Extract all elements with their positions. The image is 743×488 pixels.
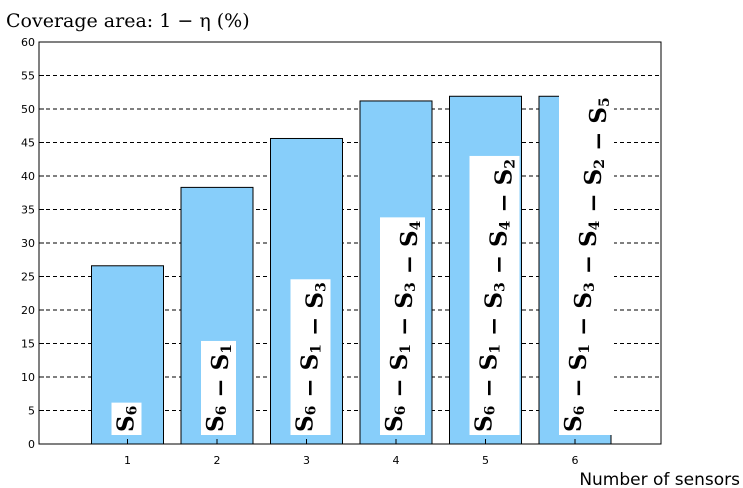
bar-label: S6 − S1 − S3 − S4 − S2 − S5 (559, 94, 614, 435)
bar-label-background (201, 340, 236, 435)
bar-label: S6 − S1 − S3 − S4 − S2 (469, 155, 520, 435)
y-tick-label: 15 (21, 338, 35, 351)
y-tick-label: 40 (21, 170, 35, 183)
bar-label-background (559, 94, 614, 435)
y-tick-label: 25 (21, 271, 35, 284)
bar-label: S6 − S1 − S3 (290, 279, 331, 435)
y-axis-ticks: 0 5 10 15 20 25 30 35 40 45 50 55 60 (21, 36, 44, 451)
bar-label-text: S6 − S1 − S3 − S4 (381, 220, 424, 432)
x-axis-title: Number of sensors (579, 470, 740, 488)
bar-label-text: S6 − S1 (202, 344, 235, 432)
bar-label-text: S6 − S1 − S3 (292, 282, 330, 432)
bar-label-background (380, 217, 425, 435)
bars: S6 S6 − S1 S6 − S1 − S3 S6 − S1 − S3 − S4 S6… (91, 94, 614, 445)
y-axis-title: Coverage area: 1 − η (%) (6, 10, 250, 32)
y-tick-label: 45 (21, 137, 35, 150)
x-tick-label: 1 (124, 454, 131, 467)
bar-label: S6 − S1 − S3 − S4 (380, 217, 425, 435)
bar-label-background (469, 155, 520, 435)
bar-label-text: S6 − S1 − S3 − S4 − S2 (471, 159, 519, 432)
x-tick-label: 4 (393, 454, 400, 467)
y-tick-label: 30 (21, 237, 35, 250)
y-tick-label: 5 (28, 405, 35, 418)
x-tick-label: 6 (572, 454, 579, 467)
bar-label-background (111, 402, 142, 435)
bar-label: S6 (111, 402, 142, 435)
y-tick-label: 10 (21, 371, 35, 384)
x-tick-label: 5 (482, 454, 489, 467)
y-tick-label: 20 (21, 304, 35, 317)
x-tick-label: 3 (303, 454, 310, 467)
x-tick-label: 2 (214, 454, 221, 467)
x-axis-ticks: 1 2 3 4 5 6 (124, 439, 579, 467)
bar-label: S6 − S1 (201, 340, 236, 435)
y-tick-label: 60 (21, 36, 35, 49)
y-tick-label: 55 (21, 70, 35, 83)
bar-label-text: S6 (113, 406, 141, 432)
bar-label-text: S6 − S1 − S3 − S4 − S2 − S5 (560, 97, 613, 432)
y-tick-label: 50 (21, 103, 35, 116)
y-tick-label: 0 (28, 438, 35, 451)
bar-label-background (290, 279, 331, 435)
y-tick-label: 35 (21, 204, 35, 217)
